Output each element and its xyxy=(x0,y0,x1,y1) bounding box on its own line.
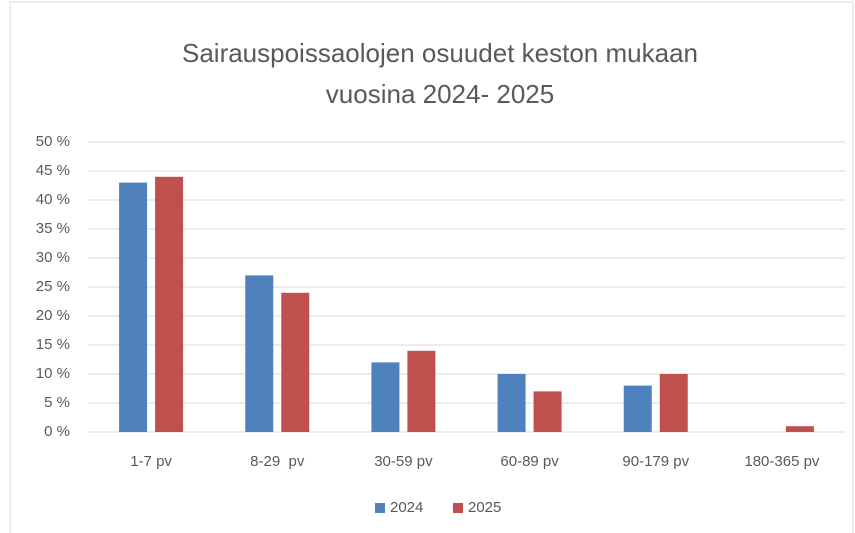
y-tick-label: 0 % xyxy=(44,423,70,440)
y-tick-label: 10 % xyxy=(36,365,70,382)
y-tick-label: 5 % xyxy=(44,394,70,411)
chart-frame xyxy=(9,1,854,533)
x-tick-label: 1-7 pv xyxy=(130,453,172,470)
bar xyxy=(497,374,526,432)
x-tick-label: 30-59 pv xyxy=(374,453,433,470)
legend-label: 2025 xyxy=(468,499,501,516)
y-tick-label: 20 % xyxy=(36,307,70,324)
legend-swatch xyxy=(453,503,463,513)
bar xyxy=(533,391,562,432)
bar xyxy=(785,426,814,432)
legend-label: 2024 xyxy=(390,499,423,516)
x-tick-label: 180-365 pv xyxy=(744,453,820,470)
chart-title: vuosina 2024- 2025 xyxy=(326,79,554,109)
bar xyxy=(281,292,310,432)
y-tick-label: 45 % xyxy=(36,162,70,179)
x-tick-label: 90-179 pv xyxy=(622,453,689,470)
bar xyxy=(155,176,184,432)
bar xyxy=(245,275,274,432)
bar xyxy=(371,362,400,432)
legend-swatch xyxy=(375,503,385,513)
y-tick-label: 30 % xyxy=(36,249,70,266)
x-tick-label: 8-29 pv xyxy=(250,453,305,470)
bar xyxy=(119,182,148,432)
x-tick-label: 60-89 pv xyxy=(500,453,559,470)
y-tick-label: 25 % xyxy=(36,278,70,295)
y-tick-label: 35 % xyxy=(36,220,70,237)
bar xyxy=(623,385,652,432)
y-tick-label: 50 % xyxy=(36,133,70,150)
y-tick-label: 15 % xyxy=(36,336,70,353)
y-tick-label: 40 % xyxy=(36,191,70,208)
chart-title: Sairauspoissaolojen osuudet keston mukaa… xyxy=(182,38,698,68)
bar xyxy=(659,374,688,432)
bar xyxy=(407,350,436,432)
